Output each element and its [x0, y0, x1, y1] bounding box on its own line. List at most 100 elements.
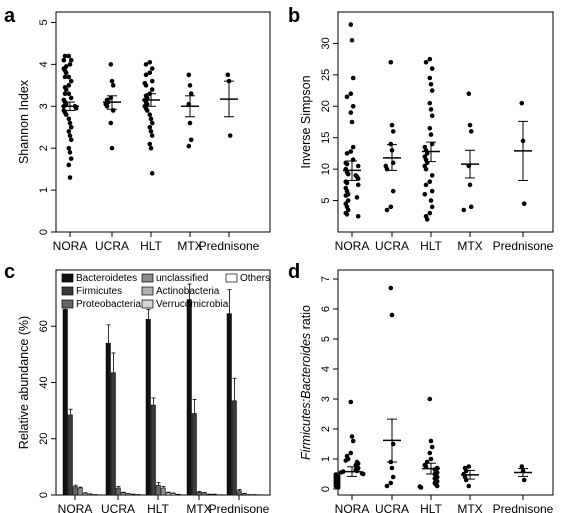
bar-firmicutes — [150, 404, 156, 496]
data-point — [149, 87, 155, 92]
data-point — [467, 182, 473, 188]
data-point — [62, 53, 68, 59]
data-point — [348, 399, 354, 405]
data-point — [423, 59, 429, 65]
x-tick-label: Prednisone — [209, 502, 270, 513]
data-point — [429, 66, 435, 71]
bar-unclassified — [201, 492, 207, 496]
data-point — [67, 62, 73, 67]
bar-bacteroidetes — [62, 309, 68, 496]
bar-actinobacteria — [165, 492, 171, 496]
y-tick-label: 7 — [320, 276, 332, 282]
x-tick-label: MTX — [457, 502, 482, 513]
data-point — [350, 438, 356, 444]
data-point — [461, 207, 467, 213]
legend-item: Firmicutes — [61, 286, 122, 297]
data-point — [62, 91, 68, 97]
data-point — [349, 119, 355, 125]
legend-swatch — [225, 273, 238, 283]
bar-actinobacteria — [125, 493, 131, 496]
data-point — [354, 195, 360, 200]
legend-label: Proteobacteria — [76, 299, 141, 310]
data-point — [345, 198, 351, 203]
bar-proteobacteria — [196, 491, 202, 496]
panel-b: b 5 10 15 20 25 30 Inverse Simpson NORA UCRA HLT MT… — [288, 5, 554, 253]
x-tick-label: UCRA — [375, 502, 409, 513]
y-axis-label: Shannon Index — [17, 79, 31, 164]
y-tick-label: 25 — [320, 69, 332, 81]
data-point — [390, 188, 396, 194]
plot-frame — [55, 11, 271, 233]
data-point — [388, 204, 394, 210]
data-point — [348, 110, 354, 115]
panel-d: d 0 1 2 3 4 5 6 7 Firmicutes:Bacteroides ratio NOR… — [288, 261, 554, 513]
y-tick-label: 1 — [38, 187, 50, 193]
data-point — [143, 72, 149, 78]
data-point — [68, 78, 74, 84]
bar-unclassified — [160, 487, 166, 496]
legend-swatch — [61, 273, 74, 283]
legend-swatch — [141, 286, 154, 296]
data-point — [355, 176, 361, 181]
y-axis-label: Inverse Simpson — [299, 75, 313, 168]
data-point — [355, 163, 361, 169]
data-point — [66, 53, 72, 59]
data-point — [343, 458, 349, 463]
data-point — [187, 83, 193, 88]
data-point — [429, 88, 435, 93]
bar-bacteroidetes — [186, 299, 192, 496]
x-tick-label: MTX — [457, 239, 482, 253]
data-point — [423, 182, 429, 188]
bar-verrucomicrobia — [87, 493, 93, 496]
legend-label: unclassified — [156, 273, 208, 284]
data-point — [188, 91, 194, 97]
x-tick-label: MTX — [177, 239, 202, 253]
y-tick-label: 40 — [38, 376, 50, 388]
data-point — [384, 483, 390, 489]
data-point — [149, 66, 155, 71]
x-tick-label: NORA — [58, 502, 93, 513]
x-tick-label: MTX — [186, 502, 211, 513]
data-point — [424, 217, 430, 222]
y-tick-label: 2 — [38, 145, 50, 151]
x-tick-label: HLT — [420, 502, 442, 513]
bar-proteobacteria — [72, 486, 78, 496]
data-point — [468, 129, 474, 134]
bar-firmicutes — [110, 372, 116, 496]
data-point — [428, 107, 434, 112]
data-point — [348, 149, 354, 154]
bar-bacteroidetes — [226, 313, 232, 496]
legend-item: Proteobacteria — [61, 299, 141, 310]
legend-label: Firmicutes — [76, 286, 122, 297]
legend-label: Others — [240, 273, 270, 284]
bar-proteobacteria — [155, 484, 161, 496]
y-tick-label: 2 — [320, 426, 332, 432]
y-tick-label: 4 — [38, 61, 50, 67]
data-point — [343, 193, 349, 198]
data-point — [434, 483, 440, 489]
data-point — [149, 133, 155, 138]
bar-proteobacteria — [236, 490, 242, 496]
y-axis-label: Relative abundance (%) — [17, 316, 31, 449]
data-point — [355, 182, 361, 188]
legend-item: Others — [225, 273, 270, 284]
data-point — [350, 103, 356, 109]
data-point — [428, 198, 434, 203]
bar-firmicutes — [231, 400, 237, 496]
data-point — [63, 87, 69, 92]
data-point — [345, 171, 351, 177]
legend-item: Bacteroidetes — [61, 273, 137, 284]
bar-bacteroidetes — [145, 318, 151, 496]
data-point — [143, 83, 149, 88]
data-point — [66, 91, 72, 97]
data-point — [68, 124, 74, 130]
y-tick-label: 6 — [320, 306, 332, 312]
bar-unclassified — [241, 493, 247, 496]
data-point — [104, 103, 110, 109]
x-tick-label: Prednisone — [493, 502, 554, 513]
data-point — [110, 83, 116, 88]
data-point — [187, 120, 193, 126]
y-tick-label: 5 — [320, 198, 332, 204]
data-point — [519, 464, 525, 469]
data-point — [344, 151, 350, 156]
